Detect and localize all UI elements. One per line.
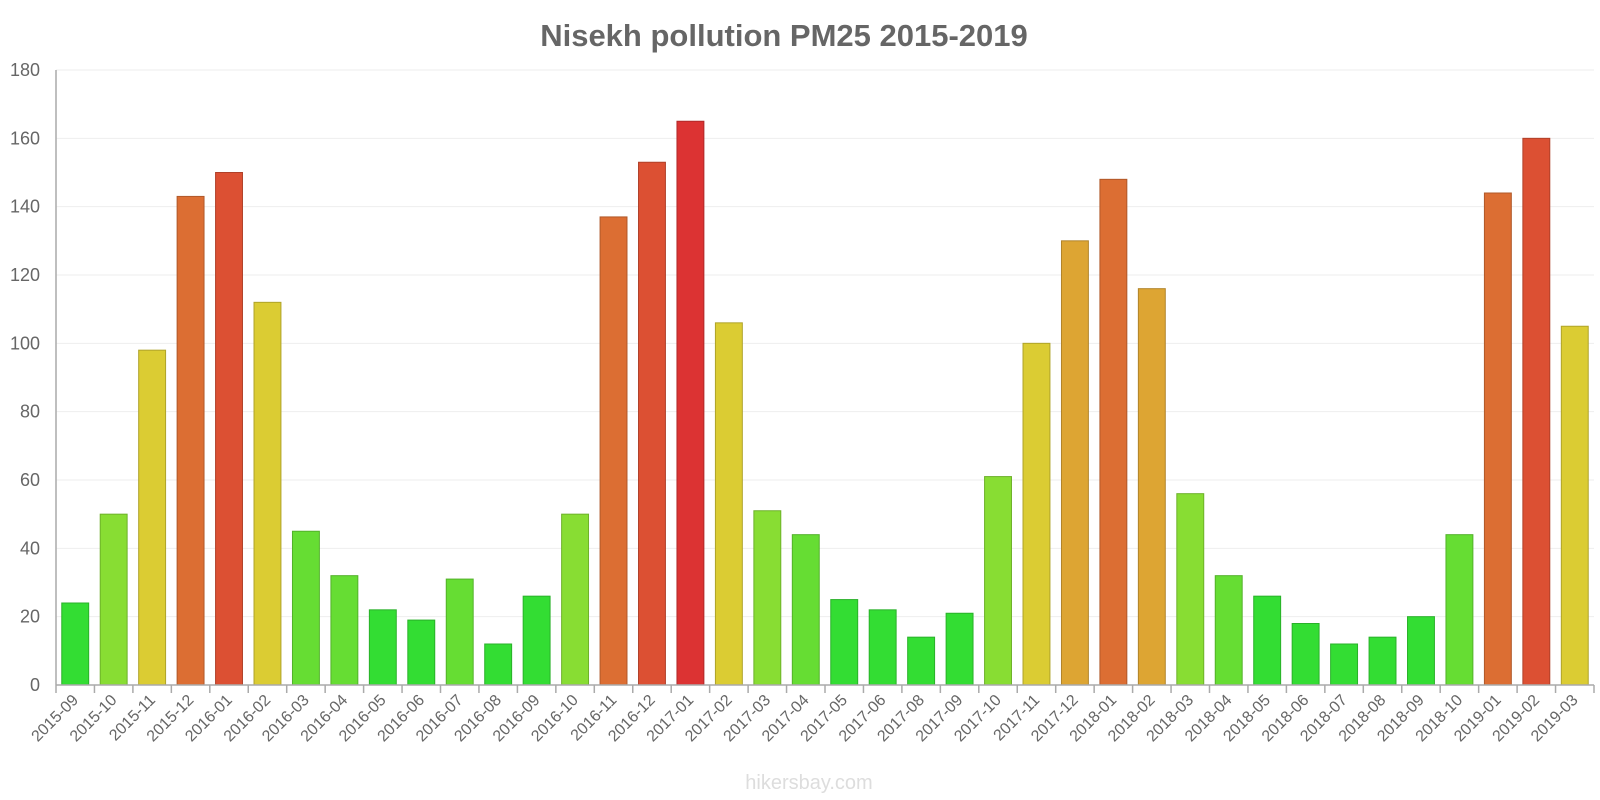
bar-2016-05 <box>368 609 397 686</box>
bar-2017-11 <box>1022 342 1051 686</box>
y-tick-labels: 0 20 40 60 80 100 120 140 160 180 <box>10 60 40 695</box>
bar-2017-02 <box>714 322 743 686</box>
y-tick-40: 40 <box>20 538 40 558</box>
bar-2015-09 <box>61 602 90 686</box>
bar-2016-01 <box>215 172 243 686</box>
bar-2016-04 <box>330 575 359 686</box>
y-tick-160: 160 <box>10 128 40 148</box>
y-tick-20: 20 <box>20 607 40 627</box>
bar-2018-08 <box>1368 636 1397 686</box>
bar-2016-10 <box>561 513 590 686</box>
bar-2017-05 <box>830 599 859 686</box>
bar-2016-07 <box>445 578 474 686</box>
bar-2016-12 <box>638 161 666 686</box>
y-tick-140: 140 <box>10 197 40 217</box>
bar-2015-12 <box>176 195 205 686</box>
bar-2019-03 <box>1560 325 1589 686</box>
bar-2019-01 <box>1483 192 1512 686</box>
bar-2017-04 <box>791 534 820 686</box>
bar-2016-02 <box>253 301 282 686</box>
bar-2017-06 <box>868 609 897 686</box>
y-tick-80: 80 <box>20 402 40 422</box>
y-tick-180: 180 <box>10 60 40 80</box>
bar-2018-04 <box>1214 575 1243 686</box>
bar-2018-01 <box>1099 178 1128 686</box>
bars <box>61 120 1589 686</box>
credit-text: hikersbay.com <box>745 772 872 794</box>
y-tick-0: 0 <box>30 675 40 695</box>
bar-2018-07 <box>1330 643 1359 686</box>
bar-2016-11 <box>599 216 628 686</box>
bar-2019-02 <box>1522 137 1551 686</box>
grid-lines <box>56 69 1594 618</box>
bar-2018-09 <box>1407 616 1435 686</box>
bar-2015-10 <box>99 513 128 686</box>
bar-2018-02 <box>1137 288 1166 686</box>
y-tick-100: 100 <box>10 333 40 353</box>
axes <box>55 70 1595 693</box>
chart-title: Nisekh pollution PM25 2015-2019 <box>540 18 1028 53</box>
bar-2016-03 <box>291 530 320 686</box>
bar-2017-10 <box>984 476 1012 686</box>
bar-2016-09 <box>522 595 551 686</box>
bar-2018-10 <box>1445 534 1474 686</box>
bar-2017-03 <box>753 510 782 686</box>
bar-2016-06 <box>407 619 436 686</box>
bar-2018-03 <box>1176 493 1205 686</box>
bar-2016-08 <box>484 643 513 686</box>
bar-2017-01 <box>676 120 705 686</box>
bar-2018-05 <box>1253 595 1282 686</box>
bar-2018-06 <box>1291 623 1320 686</box>
bar-2017-09 <box>945 612 974 686</box>
bar-2017-08 <box>907 636 936 686</box>
bar-2015-11 <box>138 349 167 686</box>
bar-2017-12 <box>1060 240 1089 686</box>
x-tick-labels: 2015-092015-102015-112015-122016-012016-… <box>29 692 1582 746</box>
y-tick-120: 120 <box>10 265 40 285</box>
y-tick-60: 60 <box>20 470 40 490</box>
